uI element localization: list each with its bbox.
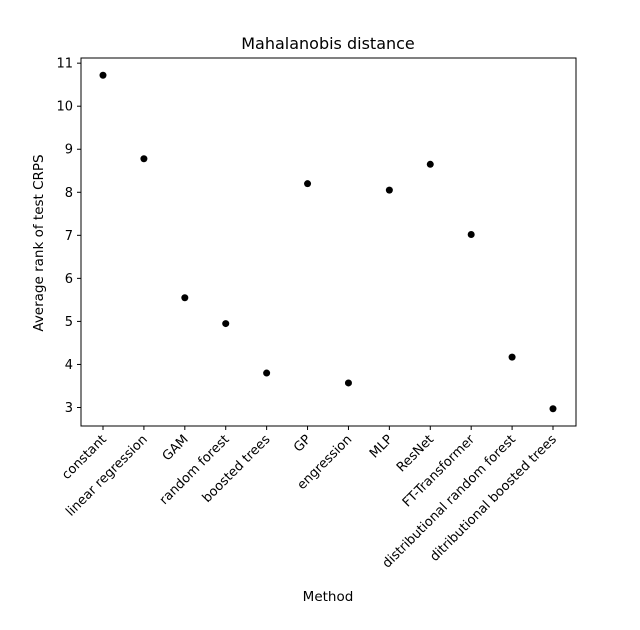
- data-point: [549, 405, 557, 413]
- x-tick-label: random forest: [157, 432, 233, 508]
- y-tick-label: 10: [56, 100, 73, 115]
- x-tick-label: MLP: [367, 432, 396, 461]
- chart-title: Mahalanobis distance: [241, 34, 415, 53]
- x-tick-label: FT-Transformer: [400, 432, 479, 511]
- data-point: [99, 71, 107, 79]
- data-point: [181, 294, 189, 302]
- x-tick-label: GAM: [160, 432, 192, 464]
- y-tick-label: 9: [65, 143, 73, 158]
- data-point: [140, 155, 148, 163]
- data-point: [385, 186, 393, 194]
- data-points: [99, 71, 557, 413]
- y-tick-label: 4: [65, 358, 73, 373]
- y-tick-label: 8: [65, 186, 73, 201]
- y-tick-label: 11: [56, 57, 73, 72]
- y-tick-label: 5: [65, 315, 73, 330]
- data-point: [304, 180, 312, 188]
- y-axis-ticks: 3 4 5 6 7 8 9 10 11: [56, 57, 81, 416]
- x-tick-label: GP: [291, 432, 314, 455]
- data-point: [467, 230, 475, 238]
- data-point: [426, 160, 434, 168]
- y-axis-label: Average rank of test CRPS: [31, 154, 47, 331]
- y-tick-label: 6: [65, 272, 73, 287]
- data-point: [508, 353, 516, 361]
- data-point: [344, 379, 352, 387]
- data-point: [222, 320, 230, 328]
- data-point: [263, 369, 271, 377]
- x-axis-label: Method: [303, 589, 354, 605]
- y-tick-label: 7: [65, 229, 73, 244]
- y-tick-label: 3: [65, 401, 73, 416]
- plot-area-frame: [80, 57, 577, 427]
